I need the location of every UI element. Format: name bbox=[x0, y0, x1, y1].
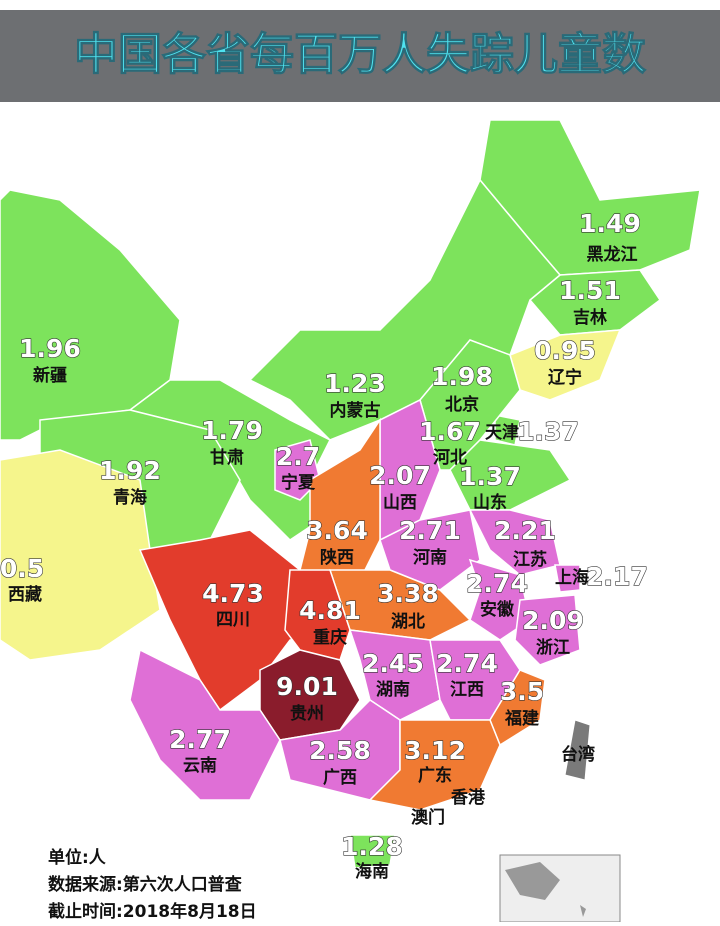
province-name: 内蒙古 bbox=[330, 400, 381, 421]
province bbox=[554, 564, 581, 593]
region-name: 香港 bbox=[451, 787, 486, 808]
province-name: 湖北 bbox=[391, 612, 425, 632]
value-label: 2.77 bbox=[169, 725, 231, 754]
province-name: 甘肃 bbox=[210, 447, 244, 468]
title-banner bbox=[0, 10, 720, 102]
title: 中国各省每百万人失踪儿童数 bbox=[74, 29, 646, 80]
value-label: 3.64 bbox=[306, 516, 368, 545]
value-label: 1.49 bbox=[579, 209, 641, 238]
region-name: 台湾 bbox=[561, 744, 595, 765]
note: 数据来源:第六次人口普查 bbox=[48, 874, 243, 895]
province-name: 四川 bbox=[216, 610, 250, 630]
province bbox=[138, 529, 332, 712]
value-label: 1.96 bbox=[19, 334, 81, 363]
province-name: 新疆 bbox=[33, 365, 67, 386]
province-name: 北京 bbox=[445, 394, 479, 415]
province-name: 福建 bbox=[504, 708, 539, 729]
province-name: 黑龙江 bbox=[587, 244, 638, 265]
province-name: 河北 bbox=[433, 448, 467, 468]
province-name: 浙江 bbox=[536, 637, 570, 658]
value-label: 1.79 bbox=[201, 416, 263, 445]
value-label: 2.07 bbox=[369, 461, 431, 490]
province-name: 西藏 bbox=[8, 585, 42, 605]
province bbox=[129, 648, 281, 801]
province-name: 贵州 bbox=[290, 703, 324, 724]
province-name: 陕西 bbox=[320, 547, 354, 568]
province-name: 吉林 bbox=[573, 307, 607, 328]
province-name: 云南 bbox=[183, 755, 217, 776]
value-label: 1.51 bbox=[559, 276, 621, 305]
province-name: 山东 bbox=[473, 492, 507, 513]
province-name: 宁夏 bbox=[281, 472, 316, 493]
value-label: 1.92 bbox=[99, 456, 161, 485]
value-label: 3.38 bbox=[377, 579, 439, 608]
value-label: 2.74 bbox=[436, 649, 498, 678]
province-name: 青海 bbox=[113, 487, 147, 508]
province-name: 河南 bbox=[413, 547, 447, 568]
inset-shape bbox=[505, 862, 586, 917]
province-name: 广东 bbox=[418, 765, 452, 786]
value-label: 0.5 bbox=[0, 554, 44, 583]
value-label: 2.74 bbox=[466, 569, 528, 598]
province bbox=[299, 417, 381, 581]
value-label: 1.23 bbox=[324, 369, 386, 398]
province-name: 重庆 bbox=[313, 627, 347, 648]
value-label: 3.5 bbox=[500, 677, 544, 706]
value-label: 2.09 bbox=[522, 606, 584, 635]
value-label: 4.81 bbox=[299, 596, 361, 625]
value-label: 0.95 bbox=[534, 336, 596, 365]
province bbox=[368, 719, 501, 811]
value-label: 1.37 bbox=[517, 417, 579, 446]
province bbox=[514, 594, 581, 666]
value-label: 1.98 bbox=[431, 362, 493, 391]
value-label: 2.21 bbox=[494, 516, 556, 545]
value-label: 2.58 bbox=[309, 736, 371, 765]
province-name: 湖南 bbox=[376, 679, 410, 700]
region-name: 澳门 bbox=[411, 807, 445, 828]
value-label: 2.17 bbox=[586, 562, 648, 591]
province bbox=[248, 178, 562, 441]
value-label: 3.12 bbox=[404, 736, 466, 765]
province bbox=[349, 834, 396, 869]
province-name: 江西 bbox=[450, 680, 484, 700]
value-label: 1.37 bbox=[459, 462, 521, 491]
value-label: 9.01 bbox=[276, 672, 338, 701]
value-label: 1.67 bbox=[419, 417, 481, 446]
value-label: 2.71 bbox=[399, 516, 461, 545]
province-name: 海南 bbox=[355, 861, 389, 882]
note: 单位:人 bbox=[48, 847, 107, 868]
value-label: 1.28 bbox=[341, 832, 403, 861]
value-label: 4.73 bbox=[202, 579, 264, 608]
province-name: 天津 bbox=[485, 422, 519, 443]
province bbox=[0, 449, 161, 661]
note: 截止时间:2018年8月18日 bbox=[48, 901, 257, 922]
value-label: 2.7 bbox=[276, 442, 320, 471]
value-label: 2.45 bbox=[362, 649, 424, 678]
province-name: 广西 bbox=[323, 767, 357, 788]
province-name: 辽宁 bbox=[548, 367, 582, 388]
province-name: 江苏 bbox=[513, 549, 547, 570]
province-name: 山西 bbox=[383, 493, 417, 513]
province-name: 上海 bbox=[555, 567, 589, 588]
regions bbox=[0, 119, 701, 869]
taiwan-shape bbox=[564, 719, 591, 781]
province-name: 安徽 bbox=[480, 599, 515, 620]
province bbox=[419, 339, 521, 471]
